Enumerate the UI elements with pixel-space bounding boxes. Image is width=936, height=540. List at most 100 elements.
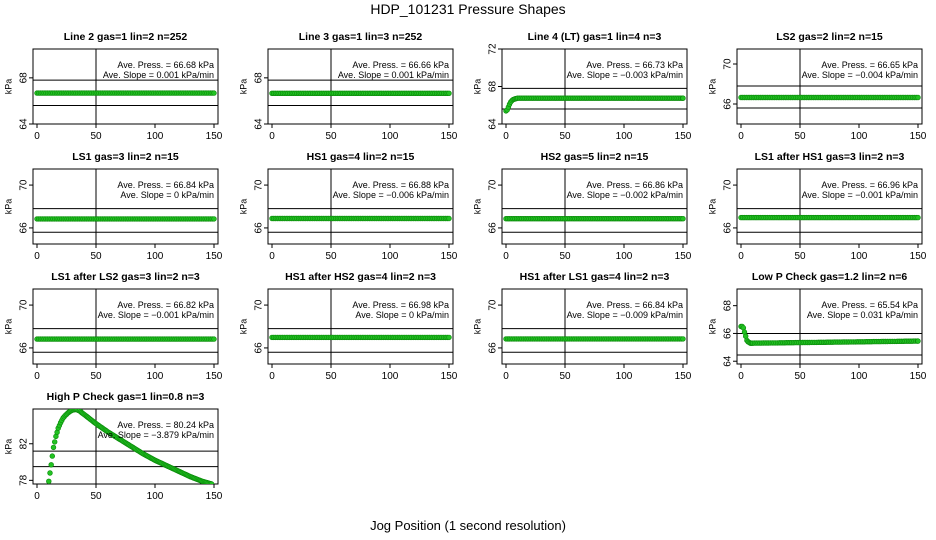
annotation: Ave. Slope = 0.001 kPa/min bbox=[338, 70, 449, 80]
annotation: Ave. Press. = 66.68 kPa bbox=[117, 60, 214, 70]
data-point bbox=[50, 444, 57, 451]
annotation: Ave. Press. = 65.54 kPa bbox=[821, 300, 918, 310]
y-tick-label: 68 bbox=[19, 72, 30, 84]
x-tick-label: 0 bbox=[503, 371, 509, 382]
plot-frame bbox=[32, 168, 219, 245]
data-point bbox=[915, 214, 921, 221]
annotation: Ave. Slope = −0.003 kPa/min bbox=[567, 70, 683, 80]
y-tick-label: 68 bbox=[488, 81, 499, 93]
x-tick-label: 100 bbox=[382, 131, 399, 142]
data-point bbox=[48, 462, 54, 468]
x-tick-label: 150 bbox=[206, 491, 223, 502]
y-tick-label: 70 bbox=[19, 299, 30, 311]
x-tick-label: 50 bbox=[559, 131, 571, 142]
annotation: Ave. Press. = 80.24 kPa bbox=[117, 420, 214, 430]
y-tick-label: 66 bbox=[254, 222, 265, 234]
data-point bbox=[446, 215, 452, 222]
data-points bbox=[269, 334, 452, 341]
y-axis-label: kPa bbox=[3, 79, 13, 95]
x-tick-label: 100 bbox=[851, 251, 868, 262]
y-axis-label: kPa bbox=[238, 199, 248, 215]
y-axis-label: kPa bbox=[472, 319, 482, 335]
panel-6: HS1 gas=4 lin=2 n=15 0 50 100 150 66 70 kPa Ave.… bbox=[238, 151, 457, 262]
y-tick-label: 78 bbox=[19, 474, 30, 486]
y-tick-label: 66 bbox=[723, 98, 734, 110]
data-points bbox=[46, 409, 215, 484]
x-tick-label: 50 bbox=[559, 371, 571, 382]
x-tick-label: 0 bbox=[738, 371, 744, 382]
annotation: Ave. Press. = 66.96 kPa bbox=[821, 180, 918, 190]
y-tick-label: 70 bbox=[488, 179, 499, 191]
plot-frame bbox=[32, 288, 219, 365]
data-points bbox=[503, 95, 686, 114]
data-points bbox=[738, 214, 921, 221]
x-tick-label: 100 bbox=[616, 371, 633, 382]
panel-2: Line 3 gas=1 lin=3 n=252 0 50 100 150 64 68 kPa… bbox=[238, 31, 457, 142]
y-tick-label: 70 bbox=[488, 299, 499, 311]
y-tick-label: 66 bbox=[488, 342, 499, 354]
panel-12: Low P Check gas=1.2 lin=2 n=6 0 50 100 150 64… bbox=[707, 271, 926, 382]
x-tick-label: 0 bbox=[34, 491, 40, 502]
data-point bbox=[211, 336, 217, 342]
x-tick-label: 150 bbox=[675, 131, 692, 142]
x-tick-label: 50 bbox=[794, 131, 806, 142]
annotation: Ave. Press. = 66.84 kPa bbox=[117, 180, 214, 190]
data-point bbox=[446, 334, 452, 341]
data-point bbox=[446, 90, 452, 97]
x-tick-label: 50 bbox=[90, 491, 102, 502]
annotation: Ave. Slope = −0.004 kPa/min bbox=[802, 70, 918, 80]
y-axis-label: kPa bbox=[707, 199, 717, 215]
panel-title: Low P Check gas=1.2 lin=2 n=6 bbox=[752, 271, 907, 283]
x-tick-label: 50 bbox=[794, 251, 806, 262]
panel-8: LS1 after HS1 gas=3 lin=2 n=3 0 50 100 150 66… bbox=[707, 151, 926, 262]
annotation: Ave. Press. = 66.98 kPa bbox=[352, 300, 449, 310]
annotation: Ave. Slope = 0 kPa/min bbox=[355, 310, 449, 320]
data-point bbox=[680, 95, 686, 101]
data-points bbox=[503, 336, 686, 342]
annotation: Ave. Slope = −3.879 kPa/min bbox=[98, 430, 214, 440]
panel-4: LS2 gas=2 lin=2 n=15 0 50 100 150 66 70 kPa Ave.… bbox=[707, 31, 926, 142]
x-tick-label: 150 bbox=[675, 251, 692, 262]
plot-frame bbox=[736, 168, 923, 245]
x-tick-label: 0 bbox=[269, 131, 275, 142]
annotation: Ave. Slope = −0.001 kPa/min bbox=[98, 310, 214, 320]
x-tick-label: 0 bbox=[503, 251, 509, 262]
data-point bbox=[51, 439, 58, 445]
panel-11: HS1 after LS1 gas=4 lin=2 n=3 0 50 100 150 66… bbox=[472, 271, 691, 382]
annotation: Ave. Press. = 66.65 kPa bbox=[821, 60, 918, 70]
x-tick-label: 0 bbox=[269, 251, 275, 262]
y-tick-label: 70 bbox=[254, 299, 265, 311]
x-tick-label: 100 bbox=[616, 251, 633, 262]
plot-frame bbox=[501, 168, 688, 245]
annotation: Ave. Press. = 66.88 kPa bbox=[352, 180, 449, 190]
data-point bbox=[208, 481, 215, 484]
x-tick-label: 150 bbox=[675, 371, 692, 382]
panel-title: HS1 after LS1 gas=4 lin=2 n=3 bbox=[520, 271, 670, 283]
annotation: Ave. Press. = 66.84 kPa bbox=[586, 300, 683, 310]
y-axis-label: kPa bbox=[472, 199, 482, 215]
x-tick-label: 150 bbox=[441, 371, 458, 382]
annotation: Ave. Slope = 0 kPa/min bbox=[120, 190, 214, 200]
y-tick-label: 70 bbox=[19, 179, 30, 191]
plot-frame bbox=[501, 288, 688, 365]
y-tick-label: 64 bbox=[254, 118, 265, 130]
x-tick-label: 50 bbox=[794, 371, 806, 382]
plot-frame bbox=[736, 288, 923, 365]
y-tick-label: 70 bbox=[723, 179, 734, 191]
y-tick-label: 66 bbox=[19, 342, 30, 354]
y-tick-label: 66 bbox=[254, 342, 265, 354]
x-tick-label: 150 bbox=[206, 251, 223, 262]
y-tick-label: 66 bbox=[723, 222, 734, 234]
panel-title: LS1 gas=3 lin=2 n=15 bbox=[72, 151, 179, 163]
x-tick-label: 150 bbox=[910, 371, 927, 382]
data-point bbox=[680, 336, 686, 342]
data-point bbox=[915, 338, 921, 344]
x-tick-label: 0 bbox=[34, 371, 40, 382]
y-tick-label: 66 bbox=[488, 222, 499, 234]
x-tick-label: 100 bbox=[147, 131, 164, 142]
x-tick-label: 0 bbox=[738, 131, 744, 142]
x-tick-label: 150 bbox=[910, 251, 927, 262]
data-point bbox=[915, 94, 921, 101]
x-tick-label: 100 bbox=[851, 131, 868, 142]
